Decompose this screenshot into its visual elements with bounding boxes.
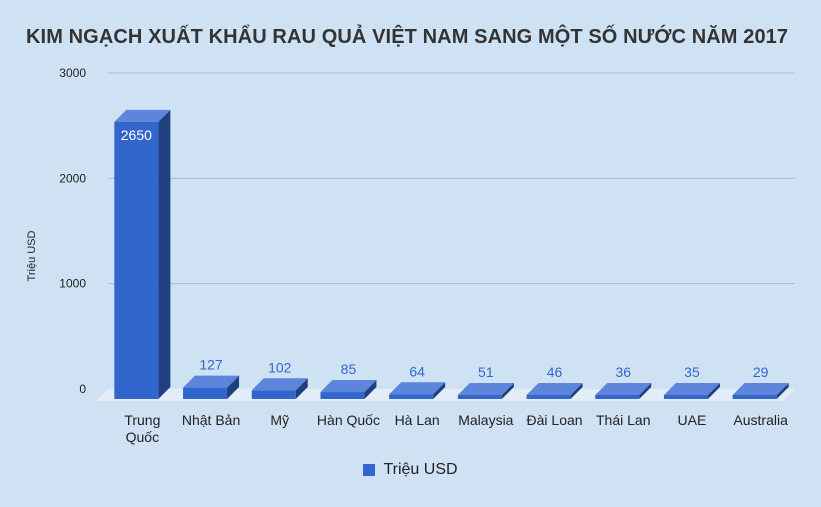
- bar: [732, 395, 777, 399]
- bar-side: [639, 383, 652, 399]
- bar: [320, 392, 365, 399]
- bar-top: [320, 380, 377, 393]
- bar-side: [776, 383, 789, 399]
- y-tick-label: 1000: [59, 277, 86, 291]
- bar: [114, 121, 159, 399]
- x-tick-label: Hà Lan: [395, 412, 440, 428]
- bar: [663, 395, 708, 399]
- legend: Triệu USD: [0, 461, 821, 479]
- bar-side: [295, 378, 308, 399]
- bar: [251, 390, 296, 399]
- bar-top: [389, 382, 446, 395]
- x-tick-label: Mỹ: [270, 412, 289, 428]
- x-tick-label: UAE: [678, 412, 707, 428]
- x-tick-label: Nhật Bản: [182, 412, 240, 428]
- bar-top: [663, 383, 720, 395]
- x-tick-label: Thái Lan: [596, 412, 650, 428]
- bar-side: [433, 382, 446, 399]
- y-tick-label: 0: [79, 382, 86, 396]
- bar-value-label: 102: [268, 359, 292, 375]
- bar-top: [251, 378, 308, 391]
- x-tick-label: Australia: [733, 412, 788, 428]
- bar-top: [732, 383, 789, 395]
- legend-swatch: [363, 464, 376, 476]
- bar-value-label: 46: [547, 364, 563, 380]
- x-tick-label: Quốc: [126, 429, 159, 445]
- bar: [595, 395, 640, 399]
- chart-title: KIM NGẠCH XUẤT KHẨU RAU QUẢ VIỆT NAM SAN…: [26, 26, 789, 48]
- bar-value-label: 36: [615, 364, 631, 380]
- bar-side: [570, 383, 583, 399]
- bar-value-label: 127: [199, 357, 223, 373]
- bar-side: [364, 380, 377, 399]
- bar-side: [158, 109, 171, 399]
- bar-value-label: 29: [753, 364, 769, 380]
- x-tick-label: Hàn Quốc: [317, 412, 380, 428]
- x-tick-label: Malaysia: [458, 412, 513, 428]
- x-tick-label: Đài Loan: [527, 412, 583, 428]
- bar-value-label: 85: [341, 361, 357, 377]
- bar-side: [501, 383, 514, 399]
- bar-value-label: 64: [409, 363, 425, 379]
- bar-top: [526, 383, 583, 395]
- bar-value-label: 51: [478, 364, 494, 380]
- bar-top: [183, 375, 240, 388]
- bar: [389, 394, 434, 399]
- legend-label: Triệu USD: [383, 461, 458, 478]
- bar-top: [457, 383, 514, 395]
- bar-side: [707, 383, 720, 399]
- x-tick-label: Trung: [124, 412, 160, 428]
- bar-value-label: 2650: [121, 127, 152, 143]
- bar-side: [227, 375, 240, 399]
- y-tick-label: 2000: [59, 171, 86, 185]
- bar: [457, 395, 502, 399]
- bar-top: [595, 383, 652, 395]
- bar-top: [114, 109, 171, 122]
- bar-value-label: 35: [684, 364, 700, 380]
- bar: [526, 395, 571, 399]
- y-tick-label: 3000: [59, 66, 86, 80]
- bar: [183, 387, 228, 399]
